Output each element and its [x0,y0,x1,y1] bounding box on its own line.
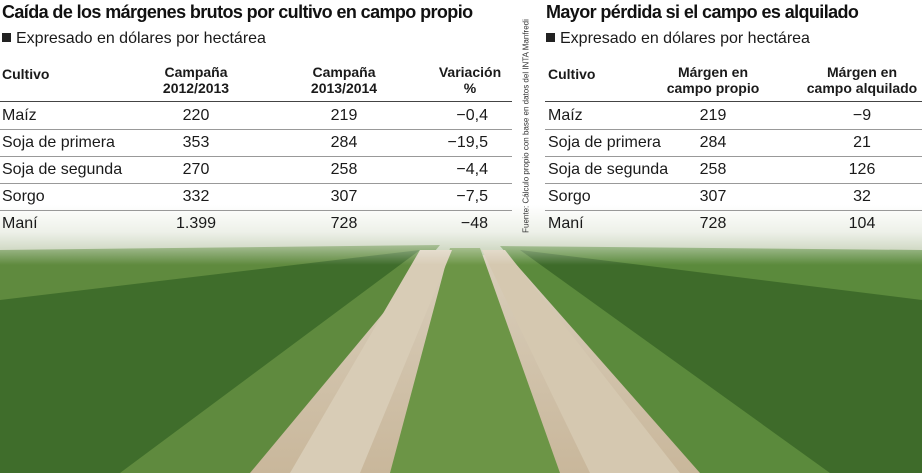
row-label: Sorgo [548,188,591,205]
row-rule [0,129,512,130]
table-value: 21 [853,134,871,151]
row-rule [0,156,512,157]
row-rule [0,183,512,184]
section-title: Caída de los márgenes brutos por cultivo… [2,2,473,22]
column-header: Márgen en campo alquilado [806,64,918,96]
bullet [546,33,555,42]
table-value: 307 [699,188,727,205]
table-value: −9 [852,107,872,124]
row-label: Maíz [548,107,583,124]
section-subtitle: Expresado en dólares por hectárea [2,30,266,48]
row-label: Sorgo [2,188,45,205]
row-rule [545,210,922,211]
bullet [2,33,11,42]
row-label: Soja de primera [2,134,115,151]
table-value: 104 [848,215,876,232]
table-value: 728 [330,215,358,232]
table-value: 728 [699,215,727,232]
crop-row [0,250,420,473]
table-value: 284 [330,134,358,151]
table-value: 32 [853,188,871,205]
table-value: −4,4 [456,161,488,178]
row-rule [545,129,922,130]
header-rule [545,101,922,102]
source-note: Fuente: Cálculo propio con base en datos… [521,19,531,233]
table-value: 258 [699,161,727,178]
row-label: Maíz [2,107,37,124]
section-title: Mayor pérdida si el campo es alquilado [546,2,859,22]
table-value: 353 [182,134,210,151]
furrow [482,250,680,473]
column-header: Márgen en campo propio [666,64,760,96]
table-value: −0,4 [456,107,488,124]
table-value: −19,5 [447,134,488,151]
table-value: −48 [460,215,488,232]
column-header: Variación % [438,64,502,96]
row-label: Soja de segunda [548,161,669,178]
header-rule [0,101,512,102]
column-header: Cultivo [548,66,596,82]
table-value: 284 [699,134,727,151]
row-rule [0,210,512,211]
table-value: 219 [330,107,358,124]
furrow [290,250,452,473]
row-rule [545,183,922,184]
row-label: Maní [2,215,38,232]
table-value: 1.399 [175,215,217,232]
section-subtitle: Expresado en dólares por hectárea [546,30,810,48]
table-value: 258 [330,161,358,178]
table-value: 219 [699,107,727,124]
row-label: Maní [548,215,584,232]
subtitle-text: Expresado en dólares por hectárea [560,30,810,47]
table-value: −7,5 [456,188,488,205]
crop-row [520,250,922,473]
column-header: Campaña 2012/2013 [162,64,230,96]
row-label: Soja de primera [548,134,661,151]
crop-row [390,248,560,473]
column-header: Campaña 2013/2014 [310,64,378,96]
table-value: 126 [848,161,876,178]
table-value: 270 [182,161,210,178]
table-value: 307 [330,188,358,205]
table-value: 332 [182,188,210,205]
photo-fade [0,205,922,265]
row-rule [545,156,922,157]
column-header: Cultivo [2,66,50,82]
row-label: Soja de segunda [2,161,123,178]
table-value: 220 [182,107,210,124]
subtitle-text: Expresado en dólares por hectárea [16,30,266,47]
